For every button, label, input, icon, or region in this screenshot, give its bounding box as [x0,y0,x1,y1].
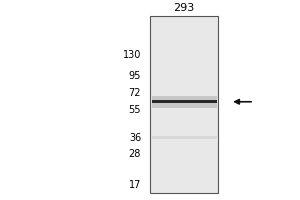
Text: 55: 55 [129,105,141,115]
Text: 28: 28 [129,149,141,159]
Bar [152,96,217,108]
Text: 72: 72 [129,88,141,98]
Text: 130: 130 [123,50,141,60]
Bar [152,136,217,139]
Text: 95: 95 [129,71,141,81]
Text: 36: 36 [129,133,141,143]
Bar [152,100,217,103]
Bar [150,16,218,193]
Text: 17: 17 [129,180,141,190]
Text: 293: 293 [174,3,195,13]
